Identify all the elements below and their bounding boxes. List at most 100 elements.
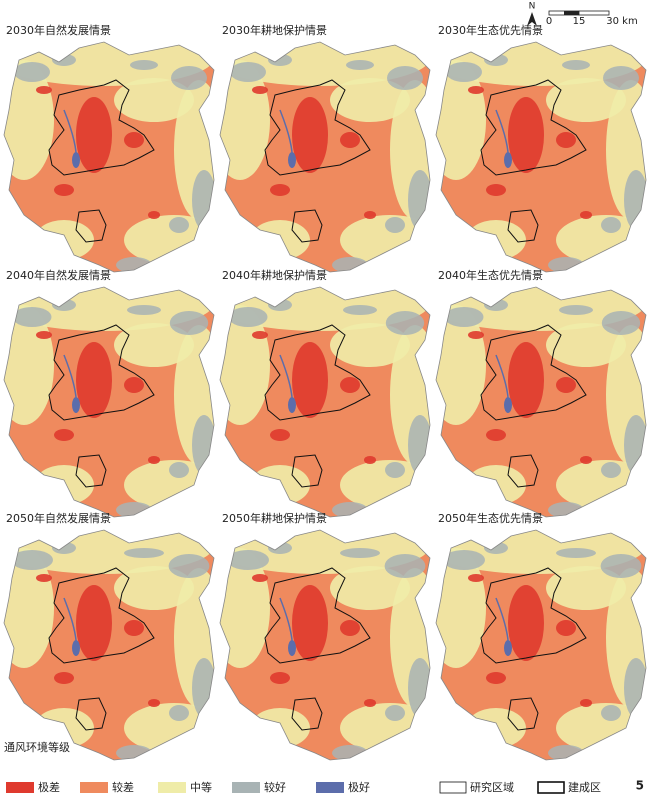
panel-title: 2030年生态优先情景 xyxy=(438,23,543,37)
map-zone xyxy=(12,307,52,327)
built-up-boundary xyxy=(480,79,587,176)
map-zone xyxy=(127,305,161,315)
map-zone xyxy=(624,658,646,718)
map-zone xyxy=(171,66,207,90)
map-zone xyxy=(340,620,360,636)
map-zone xyxy=(385,705,405,721)
map-zone xyxy=(340,132,360,148)
legend-label: 极好 xyxy=(348,780,370,794)
map-zone xyxy=(624,170,646,230)
built-up-boundary xyxy=(264,79,371,176)
map-zone xyxy=(332,502,368,517)
north-label: N xyxy=(529,2,536,12)
panel-title: 2050年生态优先情景 xyxy=(438,511,543,525)
built-up-boundary xyxy=(291,697,323,731)
map-zone xyxy=(228,307,268,327)
map-panel xyxy=(219,286,431,518)
legend-swatch xyxy=(6,782,34,793)
built-up-boundary xyxy=(48,79,155,176)
study-area-boundary xyxy=(219,529,431,761)
map-zone xyxy=(486,672,506,684)
legend-swatch xyxy=(158,782,186,793)
built-up-boundary xyxy=(291,454,323,488)
map-zone xyxy=(580,699,592,707)
map-zone xyxy=(624,415,646,475)
map-zone xyxy=(466,465,526,505)
river xyxy=(279,597,293,641)
lake xyxy=(72,397,80,413)
built-up-boundary xyxy=(480,324,587,421)
map-zone xyxy=(330,323,410,367)
map-zone xyxy=(548,502,584,517)
river xyxy=(63,354,77,398)
map-zone xyxy=(148,211,160,219)
lake xyxy=(72,640,80,656)
map-panel xyxy=(219,529,431,761)
map-zone xyxy=(250,708,310,748)
map-zone xyxy=(364,211,376,219)
map-zone xyxy=(252,86,268,94)
map-zone xyxy=(508,585,544,661)
map-zone xyxy=(76,585,112,661)
map-zone xyxy=(192,415,214,475)
built-up-boundary xyxy=(75,454,107,488)
map-zone xyxy=(580,211,592,219)
map-zone xyxy=(169,705,189,721)
scale-tick-label: 15 xyxy=(573,16,586,27)
legend-label: 较差 xyxy=(112,780,134,794)
map-zone xyxy=(169,311,209,335)
river xyxy=(63,597,77,641)
map-panel xyxy=(3,286,215,518)
river xyxy=(279,354,293,398)
map-zone xyxy=(408,658,430,718)
study-area-boundary xyxy=(3,529,215,761)
map-panel xyxy=(219,41,431,273)
map-zone xyxy=(252,331,268,339)
river xyxy=(495,597,509,641)
map-zone xyxy=(270,429,290,441)
built-up-boundary xyxy=(48,324,155,421)
map-zone xyxy=(446,62,482,82)
map-zone xyxy=(387,66,423,90)
legend-swatch xyxy=(232,782,260,793)
lake xyxy=(504,397,512,413)
built-up-boundary xyxy=(507,454,539,488)
built-up-boundary xyxy=(264,324,371,421)
map-zone xyxy=(364,699,376,707)
map-zone xyxy=(466,708,526,748)
map-zone xyxy=(562,60,590,70)
map-zone xyxy=(385,217,405,233)
map-zone xyxy=(252,574,268,582)
map-panel xyxy=(435,286,647,518)
river xyxy=(495,109,509,153)
lake xyxy=(504,152,512,168)
lake xyxy=(288,640,296,656)
map-zone xyxy=(468,574,484,582)
map-zone xyxy=(486,429,506,441)
map-zone xyxy=(250,465,310,505)
map-zone xyxy=(124,548,164,558)
map-panel xyxy=(435,41,647,273)
panel-title: 2040年自然发展情景 xyxy=(6,268,111,282)
map-zone xyxy=(116,502,152,517)
map-zone xyxy=(468,331,484,339)
map-raster xyxy=(4,287,214,517)
built-up-boundary xyxy=(75,697,107,731)
scale-bar: 0 15 30 km xyxy=(546,10,638,27)
lake xyxy=(288,152,296,168)
study-area-boundary xyxy=(3,286,215,518)
map-zone xyxy=(292,342,328,418)
lake xyxy=(504,640,512,656)
legend-swatch xyxy=(316,782,344,793)
legend-boundary xyxy=(439,781,467,794)
legend-label: 中等 xyxy=(190,780,212,794)
map-zone xyxy=(230,62,266,82)
built-up-boundary xyxy=(507,697,539,731)
scale-tick-label: 0 xyxy=(546,16,552,27)
legend-boundary xyxy=(537,781,565,794)
map-zone xyxy=(114,78,194,122)
map-zone xyxy=(556,377,576,393)
page-number: 5 xyxy=(636,779,644,793)
built-up-boundary xyxy=(48,567,155,664)
map-zone xyxy=(270,184,290,196)
